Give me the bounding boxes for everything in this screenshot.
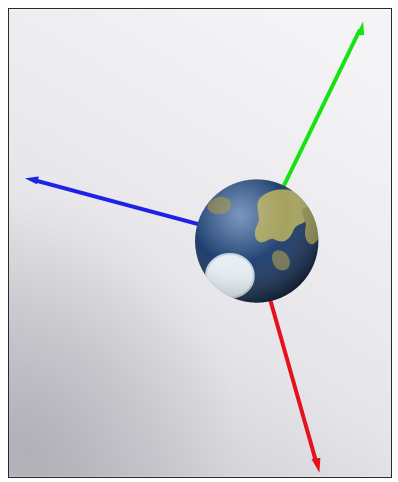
3d-viewport[interactable]	[8, 8, 392, 478]
viewport-canvas[interactable]	[9, 9, 391, 477]
earth-globe[interactable]	[195, 179, 322, 303]
y-axis-arrowhead	[356, 21, 365, 36]
z-axis-arrow[interactable]	[24, 176, 200, 227]
z-axis-arrowhead	[24, 176, 39, 185]
y-axis-arrow[interactable]	[281, 21, 365, 189]
globe-shading	[195, 179, 319, 303]
x-axis-arrow[interactable]	[267, 295, 321, 473]
x-axis-arrowhead	[311, 457, 321, 473]
